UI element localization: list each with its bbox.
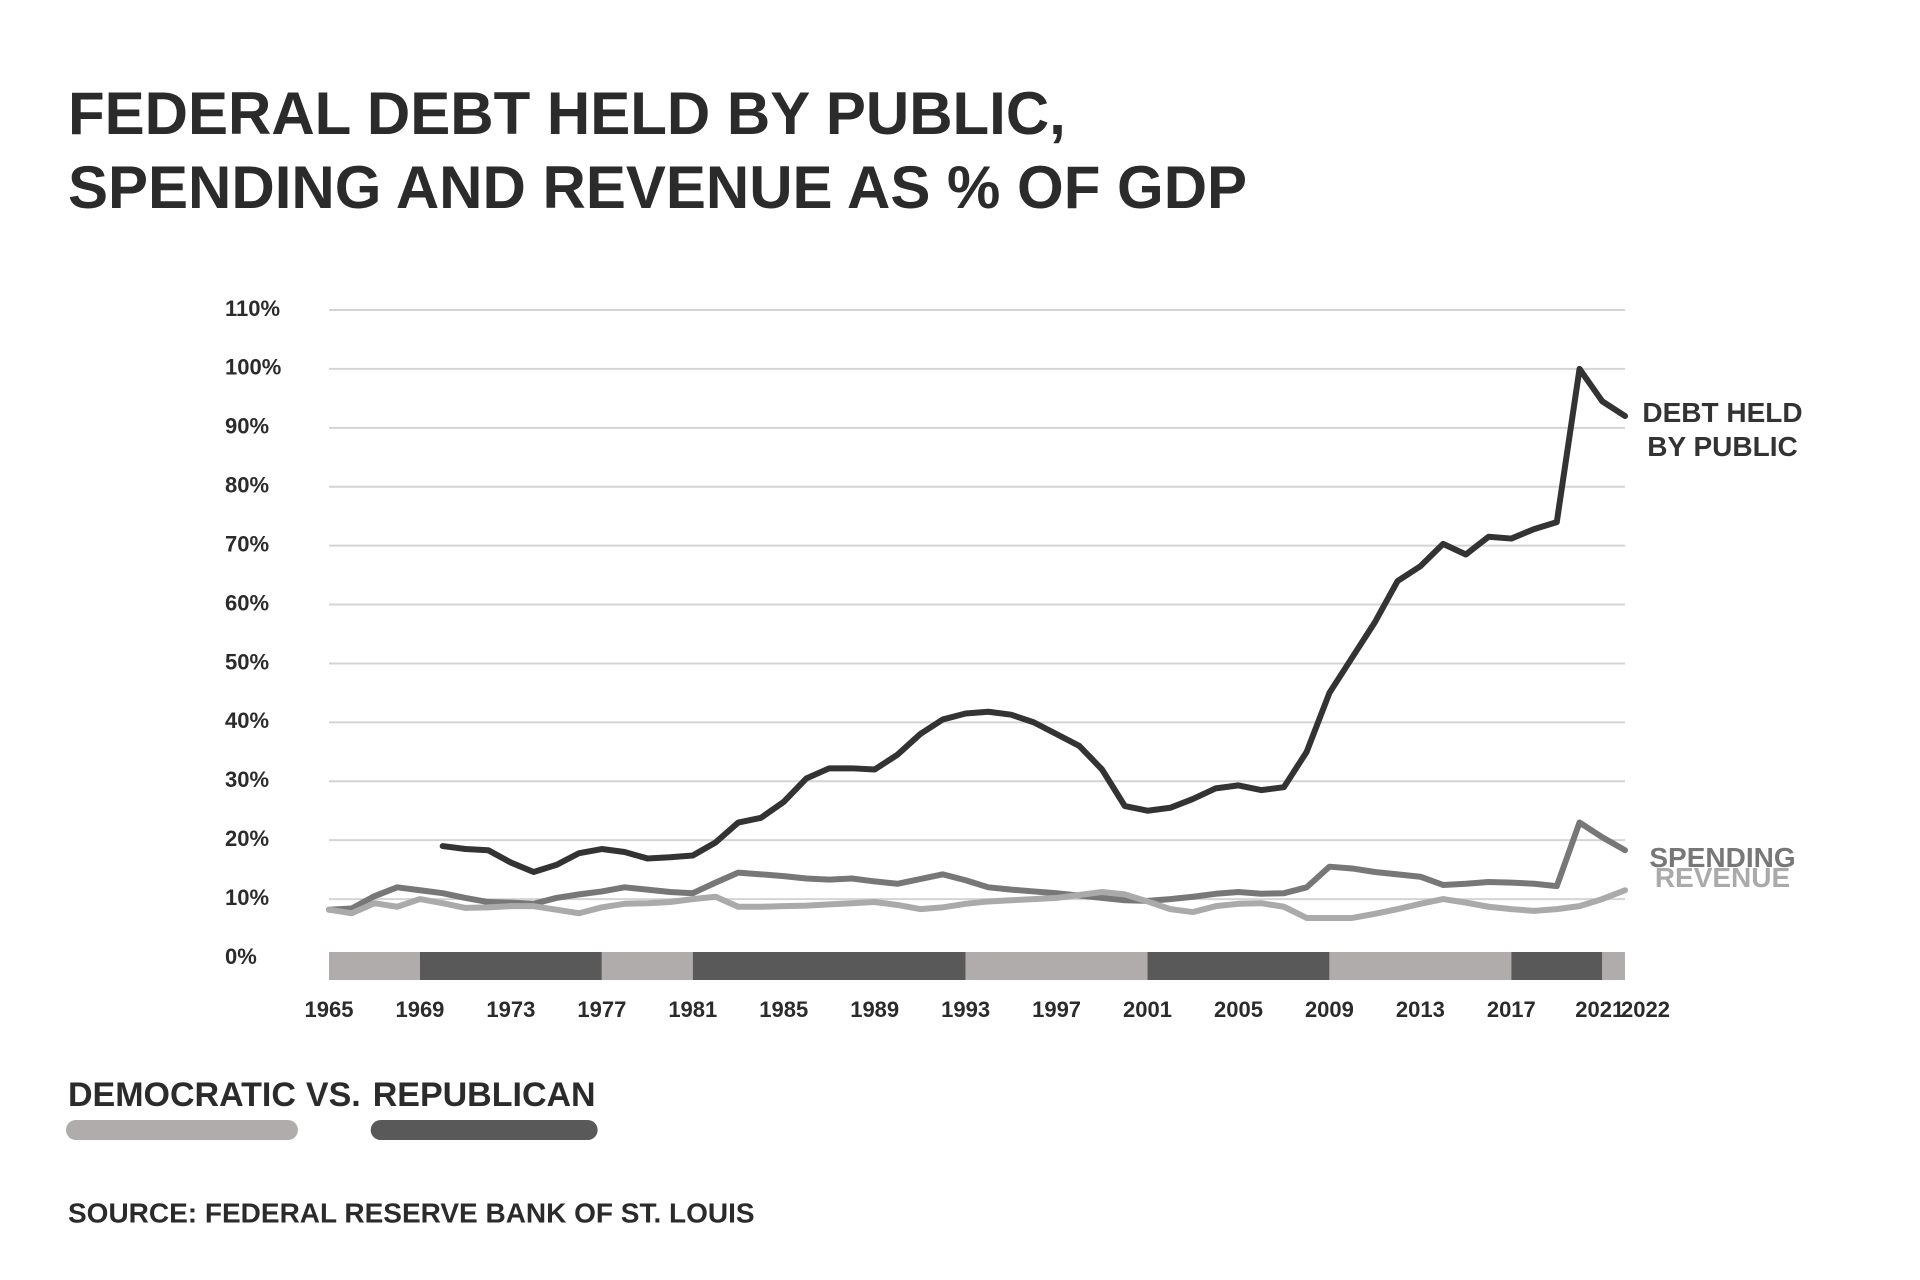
y-tick-label: 90%	[225, 414, 269, 439]
x-tick-label: 1977	[577, 997, 626, 1022]
y-tick-label: 80%	[225, 473, 269, 498]
chart-title: SPENDING AND REVENUE AS % OF GDP	[68, 154, 1247, 221]
term-band	[965, 952, 1148, 980]
y-tick-label: 50%	[225, 649, 269, 674]
x-tick-label: 1965	[305, 997, 354, 1022]
x-tick-label: 2005	[1214, 997, 1263, 1022]
x-tick-label: 1993	[941, 997, 990, 1022]
y-tick-label: 60%	[225, 590, 269, 615]
x-tick-label: 2021	[1575, 997, 1624, 1022]
legend-swatch	[370, 1120, 598, 1140]
term-band	[1511, 952, 1603, 980]
x-tick-label: 2013	[1396, 997, 1445, 1022]
x-tick-label: 1985	[759, 997, 808, 1022]
source: SOURCE: FEDERAL RESERVE BANK OF ST. LOUI…	[68, 1197, 755, 1228]
x-tick-label: 2001	[1123, 997, 1172, 1022]
term-band	[1602, 952, 1625, 980]
series-label: REVENUE	[1654, 862, 1791, 894]
legend-label: REPUBLICAN	[373, 1076, 596, 1114]
term-band	[419, 952, 602, 980]
x-tick-label: 1973	[486, 997, 535, 1022]
x-tick-label: 1997	[1032, 997, 1081, 1022]
y-tick-label: 0%	[225, 944, 257, 969]
x-tick-label: 1969	[395, 997, 444, 1022]
y-tick-label: 10%	[225, 885, 269, 910]
term-band	[601, 952, 693, 980]
series-line	[326, 887, 1628, 921]
term-band	[329, 952, 420, 980]
series-line	[326, 819, 1628, 913]
legend-label: DEMOCRATIC	[68, 1076, 296, 1114]
y-tick-label: 40%	[225, 708, 269, 733]
x-tick-label: 2009	[1305, 997, 1354, 1022]
legend-swatch	[66, 1120, 298, 1140]
series-label: DEBT HELD BY PUBLIC	[1642, 397, 1803, 463]
y-tick-label: 30%	[225, 767, 269, 792]
y-tick-label: 100%	[225, 355, 281, 380]
term-band	[1329, 952, 1512, 980]
series-label: SPENDING	[1649, 842, 1796, 874]
y-tick-label: 70%	[225, 531, 269, 556]
term-band	[692, 952, 966, 980]
x-tick-label: 1989	[850, 997, 899, 1022]
x-tick-label: 2017	[1487, 997, 1536, 1022]
x-tick-label: 1981	[668, 997, 717, 1022]
legend-joiner: VS.	[306, 1076, 361, 1114]
chart-title: FEDERAL DEBT HELD BY PUBLIC,	[68, 80, 1066, 147]
y-tick-label: 110%	[225, 296, 280, 321]
y-tick-label: 20%	[225, 826, 269, 851]
term-band	[1147, 952, 1330, 980]
x-tick-label: 2022	[1621, 997, 1670, 1022]
series-line	[439, 365, 1628, 875]
